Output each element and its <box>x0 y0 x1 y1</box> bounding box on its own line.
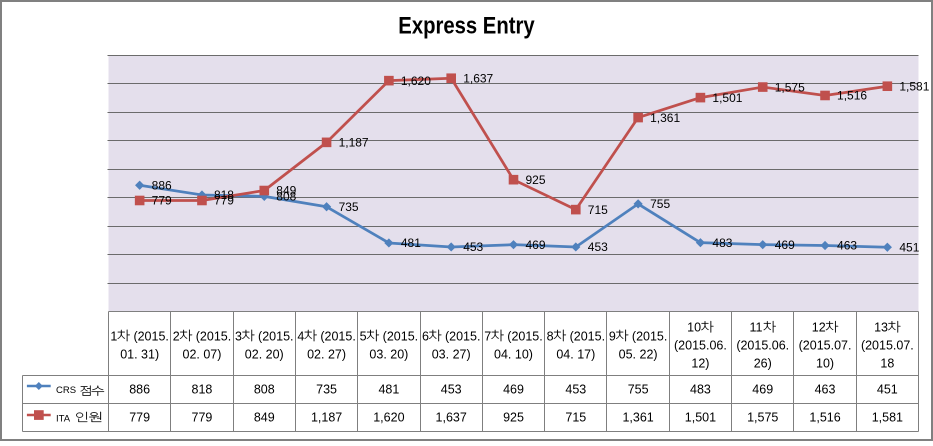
svg-text:1: 1 <box>110 329 117 343</box>
svg-text:7: 7 <box>484 329 491 343</box>
svg-text:481: 481 <box>378 382 399 396</box>
svg-text:808: 808 <box>254 382 275 396</box>
svg-text:715: 715 <box>565 410 586 424</box>
svg-text:1,581: 1,581 <box>899 79 929 93</box>
svg-text:463: 463 <box>837 239 857 253</box>
svg-text:469: 469 <box>503 382 524 396</box>
svg-text:886: 886 <box>152 178 172 192</box>
svg-text:(2015.: (2015. <box>445 329 480 343</box>
svg-text:779: 779 <box>152 194 172 208</box>
svg-text:451: 451 <box>899 240 919 254</box>
svg-text:9: 9 <box>609 329 616 343</box>
svg-text:1,187: 1,187 <box>311 410 342 424</box>
svg-text:779: 779 <box>214 194 234 208</box>
svg-text:925: 925 <box>526 173 546 187</box>
svg-text:1,361: 1,361 <box>650 111 680 125</box>
svg-text:453: 453 <box>588 240 608 254</box>
svg-text:735: 735 <box>316 382 337 396</box>
svg-text:779: 779 <box>192 410 213 424</box>
svg-text:1,620: 1,620 <box>373 410 404 424</box>
svg-text:(2015.: (2015. <box>507 329 542 343</box>
svg-text:03. 20): 03. 20) <box>369 348 408 362</box>
svg-text:1,637: 1,637 <box>436 410 467 424</box>
svg-text:3: 3 <box>235 329 242 343</box>
svg-text:1,516: 1,516 <box>837 89 867 103</box>
svg-text:13: 13 <box>874 321 888 335</box>
svg-text:463: 463 <box>815 382 836 396</box>
svg-text:755: 755 <box>628 382 649 396</box>
svg-text:1,361: 1,361 <box>622 410 653 424</box>
svg-text:12: 12 <box>812 321 826 335</box>
svg-text:849: 849 <box>254 410 275 424</box>
svg-text:1,187: 1,187 <box>339 136 369 150</box>
svg-text:2: 2 <box>173 329 180 343</box>
svg-text:12): 12) <box>691 357 709 371</box>
svg-text:481: 481 <box>401 236 421 250</box>
svg-text:451: 451 <box>877 382 898 396</box>
svg-text:453: 453 <box>463 240 483 254</box>
svg-text:05. 22): 05. 22) <box>619 348 658 362</box>
svg-text:779: 779 <box>129 410 150 424</box>
svg-text:(2015.: (2015. <box>632 329 667 343</box>
svg-text:4: 4 <box>297 329 304 343</box>
svg-text:01. 31): 01. 31) <box>120 348 159 362</box>
svg-text:26): 26) <box>754 357 772 371</box>
svg-text:10: 10 <box>687 321 701 335</box>
svg-text:469: 469 <box>526 238 546 252</box>
svg-text:(2015.07.: (2015.07. <box>861 339 914 353</box>
svg-text:(2015.: (2015. <box>258 329 293 343</box>
svg-text:483: 483 <box>690 382 711 396</box>
svg-text:755: 755 <box>650 197 670 211</box>
svg-text:469: 469 <box>775 238 795 252</box>
svg-text:ITA: ITA <box>56 413 71 424</box>
svg-text:CRS: CRS <box>56 385 76 396</box>
svg-text:8: 8 <box>547 329 554 343</box>
svg-text:10): 10) <box>816 357 834 371</box>
svg-text:715: 715 <box>588 203 608 217</box>
svg-text:453: 453 <box>565 382 586 396</box>
svg-text:02. 27): 02. 27) <box>307 348 346 362</box>
svg-text:02. 07): 02. 07) <box>183 348 222 362</box>
svg-text:469: 469 <box>752 382 773 396</box>
svg-text:11: 11 <box>749 321 762 335</box>
svg-text:1,620: 1,620 <box>401 74 431 88</box>
svg-text:04. 10): 04. 10) <box>494 348 533 362</box>
svg-text:453: 453 <box>441 382 462 396</box>
svg-text:1,501: 1,501 <box>685 410 716 424</box>
svg-text:Express Entry: Express Entry <box>398 12 535 39</box>
svg-text:(2015.: (2015. <box>320 329 355 343</box>
svg-text:1,516: 1,516 <box>809 410 840 424</box>
svg-text:(2015.: (2015. <box>196 329 231 343</box>
svg-text:6: 6 <box>422 329 429 343</box>
svg-text:1,575: 1,575 <box>775 80 805 94</box>
svg-text:886: 886 <box>129 382 150 396</box>
svg-text:03. 27): 03. 27) <box>432 348 471 362</box>
svg-text:483: 483 <box>712 236 732 250</box>
svg-text:(2015.: (2015. <box>133 329 168 343</box>
svg-text:1,575: 1,575 <box>747 410 778 424</box>
svg-text:04. 17): 04. 17) <box>556 348 595 362</box>
svg-text:808: 808 <box>276 190 296 204</box>
svg-text:18: 18 <box>880 357 894 371</box>
svg-text:(2015.07.: (2015.07. <box>799 339 852 353</box>
svg-text:5: 5 <box>360 329 367 343</box>
svg-text:849: 849 <box>276 184 296 198</box>
svg-text:735: 735 <box>339 200 359 214</box>
svg-text:(2015.06.: (2015.06. <box>674 339 727 353</box>
svg-text:(2015.: (2015. <box>570 329 605 343</box>
svg-text:1,581: 1,581 <box>872 410 903 424</box>
svg-text:(2015.: (2015. <box>383 329 418 343</box>
svg-text:925: 925 <box>503 410 524 424</box>
svg-text:818: 818 <box>192 382 213 396</box>
svg-text:02. 20): 02. 20) <box>245 348 284 362</box>
svg-text:818: 818 <box>214 188 234 202</box>
svg-text:(2015.06.: (2015.06. <box>736 339 789 353</box>
svg-text:1,501: 1,501 <box>712 91 742 105</box>
svg-text:1,637: 1,637 <box>463 71 493 85</box>
